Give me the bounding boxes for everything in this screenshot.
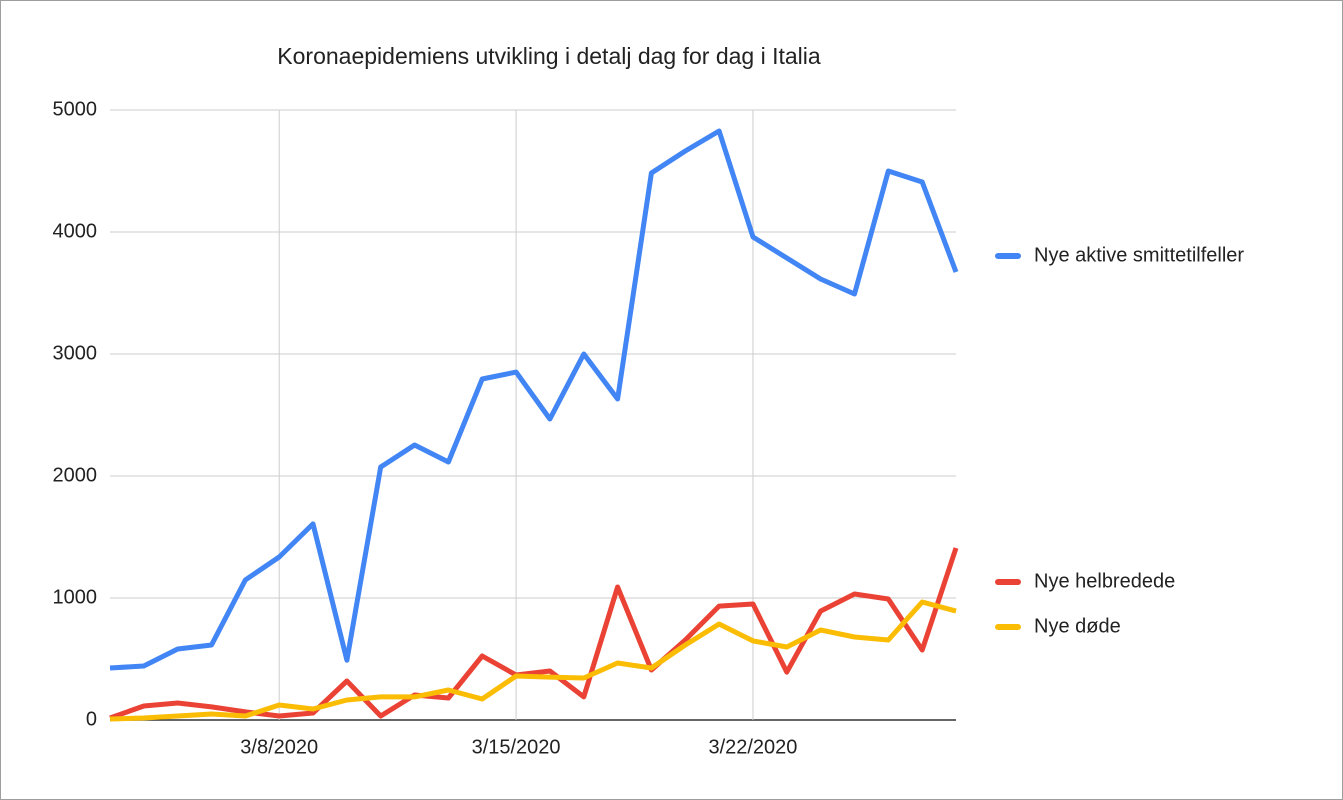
x-tick-label: 3/22/2020: [708, 736, 797, 758]
y-tick-label: 5000: [53, 98, 98, 120]
series-line: [109, 128, 959, 671]
x-tick-label: 3/15/2020: [472, 736, 561, 758]
y-tick-label: 2000: [53, 464, 98, 486]
y-tick-label: 4000: [53, 220, 98, 242]
chart-title: Koronaepidemiens utvikling i detalj dag …: [277, 43, 821, 69]
x-tick-label: 3/8/2020: [240, 736, 318, 758]
series-line: [109, 599, 957, 722]
legend-label: Nye helbredede: [1034, 570, 1175, 592]
y-tick-label: 3000: [53, 342, 98, 364]
y-tick-label: 1000: [53, 586, 98, 608]
legend-label: Nye døde: [1034, 615, 1121, 637]
y-tick-label: 0: [86, 708, 97, 730]
legend-label: Nye aktive smittetilfeller: [1034, 244, 1244, 266]
